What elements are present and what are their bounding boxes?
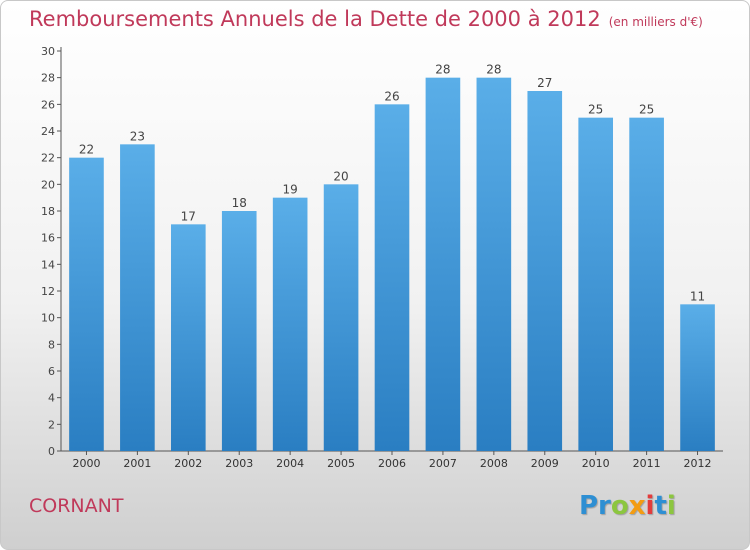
logo-letter: i <box>666 491 676 521</box>
bar <box>170 224 206 451</box>
data-label: 23 <box>130 129 145 143</box>
data-label: 28 <box>486 63 501 77</box>
data-label: 26 <box>384 89 399 103</box>
x-tick-label: 2000 <box>72 457 100 470</box>
x-tick-label: 2011 <box>633 457 661 470</box>
data-label: 20 <box>333 169 348 183</box>
chart-title: Remboursements Annuels de la Dette de 20… <box>29 7 703 31</box>
y-tick-label: 0 <box>48 445 55 458</box>
y-tick-label: 8 <box>48 338 55 351</box>
y-tick-label: 28 <box>41 72 55 85</box>
bar <box>680 304 715 451</box>
y-tick-label: 4 <box>48 392 55 405</box>
data-label: 27 <box>537 76 552 90</box>
proxiti-logo: Proxiti <box>579 491 676 521</box>
data-label: 17 <box>181 209 196 223</box>
data-label: 25 <box>639 103 654 117</box>
x-tick-label: 2008 <box>480 457 508 470</box>
y-tick-label: 18 <box>41 205 55 218</box>
y-tick-label: 22 <box>41 152 55 165</box>
data-label: 22 <box>79 143 94 157</box>
data-label: 19 <box>283 183 298 197</box>
bar <box>578 117 614 452</box>
y-tick-label: 6 <box>48 365 55 378</box>
y-tick-label: 30 <box>41 45 55 58</box>
bar <box>629 117 664 452</box>
x-tick-label: 2006 <box>378 457 406 470</box>
y-tick-label: 2 <box>48 418 55 431</box>
data-label: 25 <box>588 103 603 117</box>
chart-title-text: Remboursements Annuels de la Dette de 20… <box>29 7 601 31</box>
x-tick-label: 2007 <box>429 457 457 470</box>
bar <box>425 77 461 452</box>
bar <box>69 157 104 451</box>
bar <box>120 144 155 452</box>
y-tick-label: 20 <box>41 178 55 191</box>
x-tick-label: 2001 <box>123 457 151 470</box>
bar <box>272 197 308 451</box>
commune-name: CORNANT <box>29 495 124 517</box>
y-tick-label: 26 <box>41 98 55 111</box>
chart-subtitle: (en milliers d'€) <box>608 15 703 29</box>
x-tick-label: 2009 <box>531 457 559 470</box>
bar <box>476 77 512 452</box>
y-tick-label: 24 <box>41 125 55 138</box>
bar <box>527 91 563 451</box>
x-tick-label: 2010 <box>582 457 610 470</box>
x-tick-label: 2002 <box>174 457 202 470</box>
logo-letter: t <box>654 491 667 521</box>
y-tick-label: 12 <box>41 285 55 298</box>
logo-letter: o <box>610 491 629 521</box>
data-label: 18 <box>232 196 247 210</box>
x-tick-label: 2004 <box>276 457 304 470</box>
y-tick-label: 14 <box>41 258 55 271</box>
logo-letter: Pr <box>579 491 611 521</box>
y-tick-label: 10 <box>41 312 55 325</box>
bar <box>323 184 359 452</box>
bar <box>221 211 257 451</box>
bar <box>374 104 410 451</box>
chart-bars <box>69 77 715 452</box>
x-tick-label: 2003 <box>225 457 253 470</box>
x-tick-label: 2005 <box>327 457 355 470</box>
data-label: 28 <box>435 63 450 77</box>
x-tick-label: 2012 <box>684 457 712 470</box>
data-label: 11 <box>690 289 705 303</box>
logo-letter: x <box>628 491 646 521</box>
chart-labels: 2000 22 2001 23 2002 17 2003 18 2004 19 2005 20 2006… <box>72 63 711 470</box>
y-tick-label: 16 <box>41 232 55 245</box>
logo-letter: i <box>645 491 655 521</box>
